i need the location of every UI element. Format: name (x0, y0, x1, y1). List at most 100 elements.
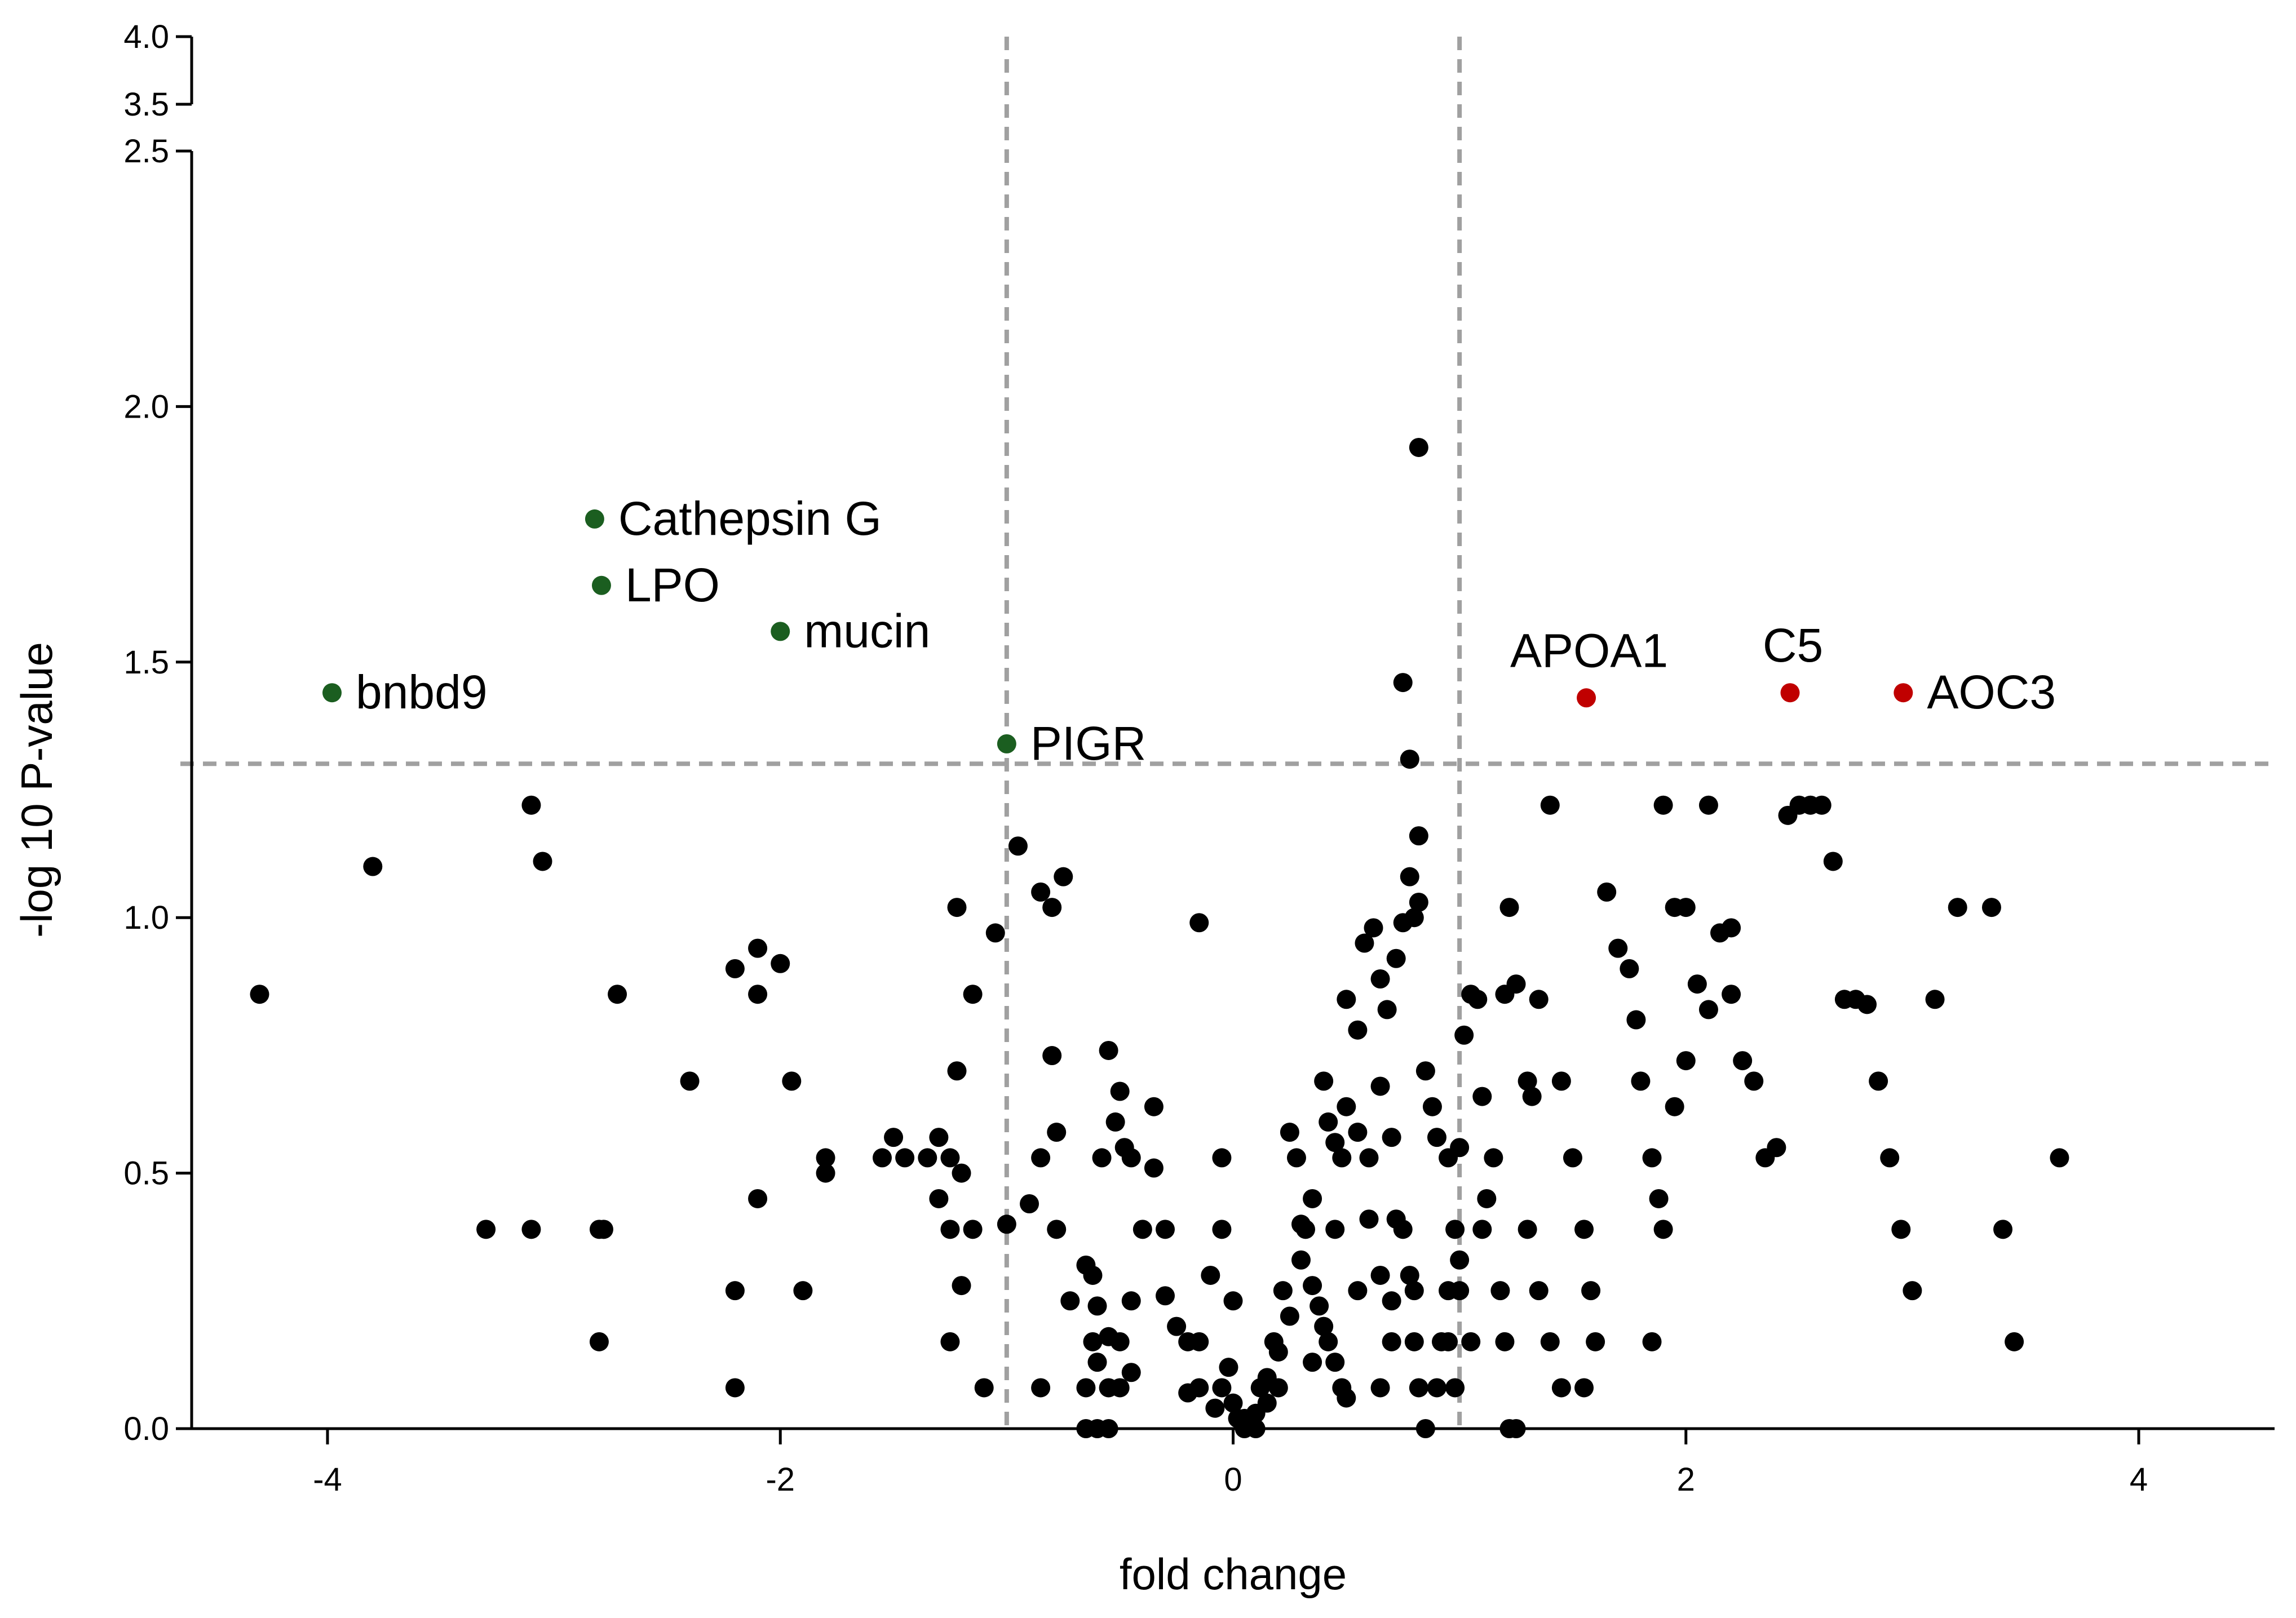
data-point (1047, 1220, 1067, 1239)
data-point (1110, 1378, 1130, 1398)
data-point (1031, 1378, 1051, 1398)
data-point (1499, 898, 1519, 917)
data-point (1665, 1097, 1684, 1116)
data-point (1325, 1353, 1345, 1372)
data-point (1268, 1378, 1288, 1398)
data-point (1450, 1138, 1470, 1158)
data-point (1348, 1123, 1368, 1142)
data-point (1337, 990, 1356, 1009)
data-point (1812, 795, 1832, 815)
data-point (1020, 1194, 1039, 1214)
data-point (594, 1220, 613, 1239)
data-point (1404, 908, 1424, 928)
data-point (1698, 1000, 1718, 1019)
data-point (1121, 1291, 1141, 1311)
data-point (1484, 1148, 1503, 1168)
data-point (1981, 898, 2001, 917)
data-point (1386, 948, 1406, 968)
data-point (1597, 882, 1617, 902)
data-point (2050, 1148, 2069, 1168)
data-point (1212, 1148, 1232, 1168)
data-point (1370, 969, 1390, 989)
data-point (1042, 1046, 1062, 1066)
threshold-lines (180, 37, 2275, 1429)
gene-label: AOC3 (1927, 666, 2056, 719)
data-point (1676, 1051, 1696, 1071)
data-point (985, 923, 1005, 943)
data-point (1733, 1051, 1753, 1071)
data-point (1409, 1378, 1428, 1398)
data-point (1631, 1071, 1651, 1091)
data-point (1280, 1123, 1299, 1142)
data-point (725, 959, 745, 978)
upregulated-point (1780, 683, 1800, 703)
y-tick-label: 2.5 (123, 133, 169, 170)
data-point (1495, 1332, 1515, 1351)
data-point (1189, 1332, 1209, 1351)
data-point (1642, 1148, 1662, 1168)
data-point (1303, 1353, 1322, 1372)
y-axis-title: -log 10 P-value (12, 642, 61, 938)
data-point (1581, 1281, 1601, 1301)
data-point (1205, 1398, 1225, 1418)
x-tick-label: -4 (313, 1461, 342, 1498)
data-point (1319, 1332, 1338, 1351)
gene-label: APOA1 (1510, 624, 1668, 677)
data-point (725, 1281, 745, 1301)
data-point (521, 795, 541, 815)
data-point (1382, 1332, 1401, 1351)
downregulated-point (322, 683, 342, 703)
data-point (1869, 1071, 1888, 1091)
data-point (1332, 1148, 1352, 1168)
data-point (1404, 1281, 1424, 1301)
data-point (1540, 1332, 1560, 1351)
data-point (1382, 1291, 1401, 1311)
gene-label: PIGR (1030, 717, 1146, 770)
data-point (1563, 1148, 1582, 1168)
data-point (521, 1220, 541, 1239)
data-point (1551, 1378, 1571, 1398)
upregulated-point (1577, 688, 1596, 708)
data-point (1454, 1025, 1474, 1045)
data-point (782, 1071, 802, 1091)
data-point (1722, 985, 1741, 1004)
downregulated-point (585, 509, 604, 529)
data-point (1235, 1408, 1254, 1428)
data-point (1415, 1419, 1435, 1438)
data-point (1382, 1128, 1401, 1147)
x-tick-label: 2 (1677, 1461, 1695, 1498)
data-point (1201, 1265, 1220, 1285)
data-point (748, 1189, 768, 1208)
data-point (1653, 795, 1673, 815)
data-point (1121, 1363, 1141, 1382)
data-point (250, 985, 269, 1004)
data-point (1144, 1158, 1164, 1178)
data-point (1370, 1265, 1390, 1285)
data-point (1099, 1040, 1118, 1060)
data-points (250, 437, 2069, 1438)
data-point (1422, 1097, 1442, 1116)
data-point (1626, 1010, 1646, 1030)
data-point (1083, 1265, 1103, 1285)
data-point (1445, 1378, 1465, 1398)
data-point (918, 1148, 937, 1168)
data-point (895, 1148, 915, 1168)
data-point (1522, 1087, 1542, 1106)
data-point (1319, 1112, 1338, 1132)
data-point (1574, 1378, 1594, 1398)
downregulated-point (591, 575, 611, 595)
y-tick-label: 0.0 (123, 1411, 169, 1447)
gene-label: C5 (1763, 619, 1823, 672)
data-point (1087, 1353, 1107, 1372)
data-point (1891, 1220, 1911, 1239)
data-point (947, 1061, 967, 1081)
data-point (1823, 852, 1843, 871)
data-point (816, 1148, 835, 1168)
data-point (1676, 898, 1696, 917)
data-point (533, 852, 552, 871)
data-point (1518, 1220, 1537, 1239)
data-point (1280, 1306, 1299, 1326)
data-point (1608, 938, 1628, 958)
y-tick-label: 0.5 (123, 1155, 169, 1192)
